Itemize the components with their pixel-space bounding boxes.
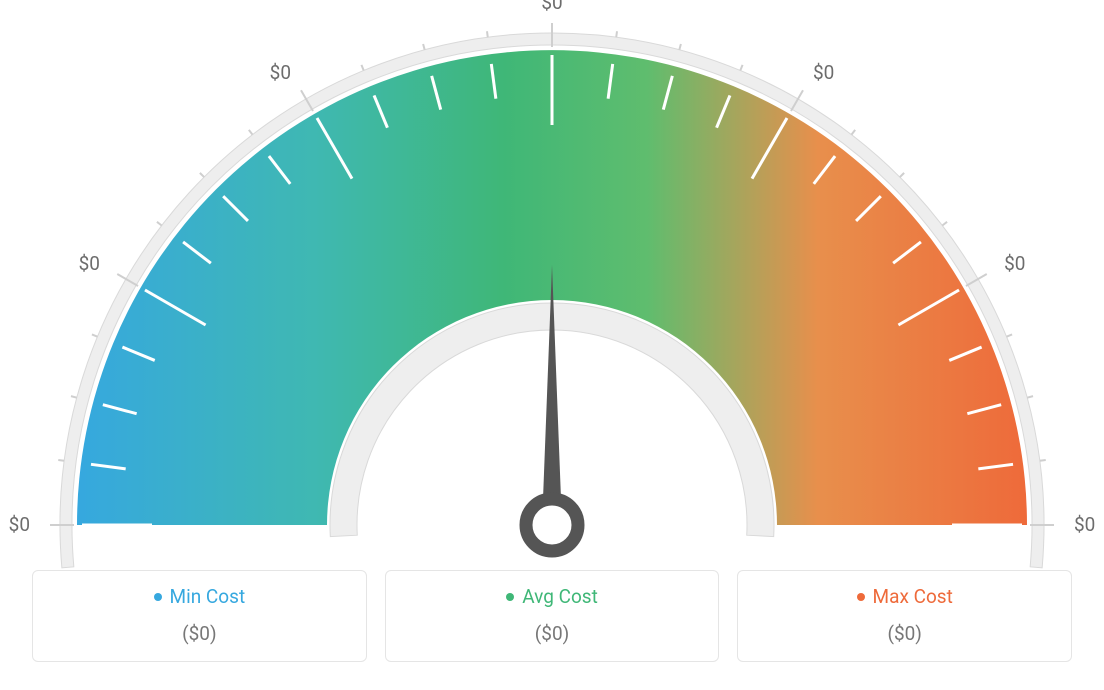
legend-value-max: ($0) [738,622,1071,645]
legend-card-avg: Avg Cost ($0) [385,570,720,662]
legend-title-avg: Avg Cost [506,585,598,608]
gauge-tick-label: $0 [813,61,834,84]
legend-card-min: Min Cost ($0) [32,570,367,662]
legend-title-min: Min Cost [154,585,246,608]
gauge-tick-label: $0 [541,0,562,14]
legend-title-max: Max Cost [857,585,953,608]
gauge-tick-label: $0 [79,252,100,275]
legend-value-min: ($0) [33,622,366,645]
gauge-chart-container: $0 $0 $0 $0 $0 $0 $0 Min Cost ($0) Avg Cost ($… [0,0,1104,690]
gauge-tick-label: $0 [9,513,30,536]
gauge-tick-label: $0 [270,61,291,84]
gauge-tick-label: $0 [1004,252,1025,275]
gauge-hub [526,499,578,551]
gauge-tick-label: $0 [1074,513,1095,536]
gauge-svg: $0 $0 $0 $0 $0 $0 $0 [0,0,1104,570]
legend-card-max: Max Cost ($0) [737,570,1072,662]
legend-label-avg: Avg Cost [522,585,598,608]
legend-row: Min Cost ($0) Avg Cost ($0) Max Cost ($0… [32,570,1072,662]
legend-dot-max [857,593,865,601]
legend-label-max: Max Cost [873,585,953,608]
legend-dot-min [154,593,162,601]
legend-label-min: Min Cost [170,585,246,608]
legend-value-avg: ($0) [386,622,719,645]
gauge-box: $0 $0 $0 $0 $0 $0 $0 [0,0,1104,570]
legend-dot-avg [506,593,514,601]
